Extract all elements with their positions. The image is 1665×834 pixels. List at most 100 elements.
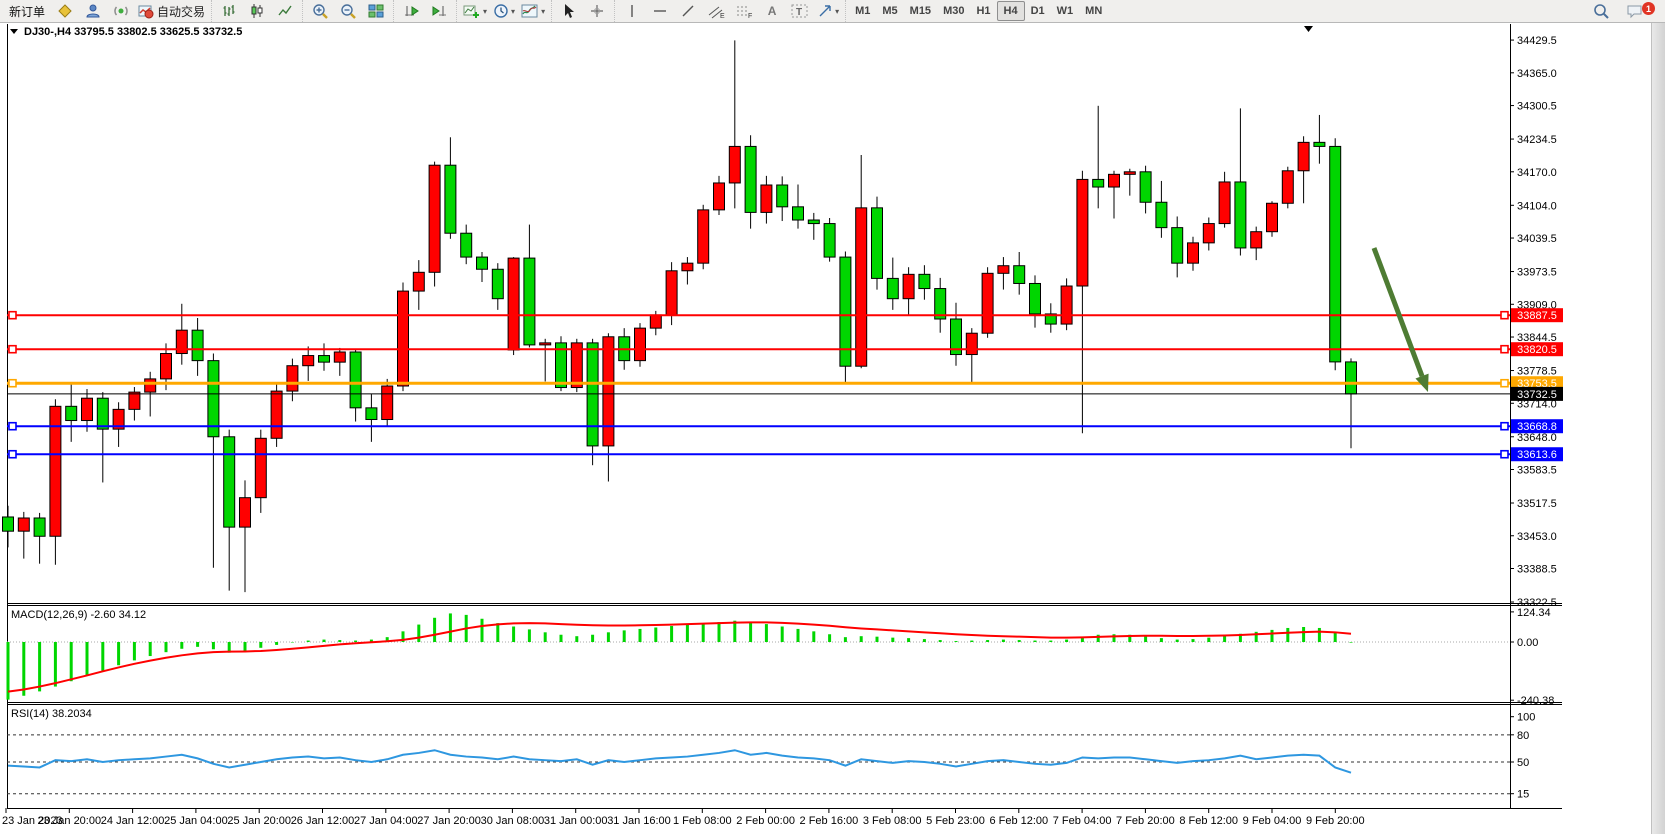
timeframe-M15[interactable]: M15 bbox=[909, 5, 932, 17]
search-icon bbox=[1593, 3, 1609, 19]
crosshair-icon bbox=[591, 5, 604, 17]
window-right-edge bbox=[1651, 22, 1665, 834]
cursor-group bbox=[551, 0, 614, 22]
market-watch-icon bbox=[57, 3, 73, 19]
chart-type-group bbox=[211, 0, 302, 22]
timeframe-M30[interactable]: M30 bbox=[943, 5, 965, 17]
candle bbox=[918, 265, 931, 300]
toolbar-right: 1 bbox=[1587, 0, 1655, 22]
auto-scroll-icon bbox=[404, 6, 419, 16]
text-button[interactable]: A bbox=[767, 4, 777, 18]
zoom-out-button[interactable] bbox=[334, 1, 362, 21]
arrows-tool-button[interactable]: ▾ bbox=[814, 1, 842, 21]
arrows-tool-icon bbox=[819, 5, 831, 17]
candlestick-icon bbox=[251, 4, 263, 18]
candle bbox=[1155, 180, 1168, 238]
trendline-button[interactable] bbox=[674, 1, 702, 21]
svg-text:DJ30-,H4 33795.5 33802.5 3362: DJ30-,H4 33795.5 33802.5 33625.5 33732.5 bbox=[24, 26, 242, 38]
market-watch-button[interactable] bbox=[51, 1, 79, 21]
candle bbox=[428, 161, 441, 287]
text-label-button[interactable]: T bbox=[786, 1, 814, 21]
chevron-down-icon: ▾ bbox=[541, 6, 546, 16]
timeframe-W1[interactable]: W1 bbox=[1056, 5, 1074, 17]
svg-text:33973.5: 33973.5 bbox=[1517, 267, 1557, 279]
chart-title: DJ30-,H4 33795.5 33802.5 33625.5 33732.5 bbox=[10, 26, 242, 38]
svg-text:33453.0: 33453.0 bbox=[1517, 531, 1557, 543]
timeframe-H4[interactable]: H4 bbox=[996, 1, 1025, 21]
tile-windows-button[interactable] bbox=[362, 1, 390, 21]
svg-text:-240.38: -240.38 bbox=[1517, 695, 1554, 707]
candle bbox=[713, 175, 725, 215]
candle bbox=[349, 348, 362, 422]
data-window-button[interactable] bbox=[79, 1, 107, 21]
navigator-button[interactable] bbox=[107, 1, 135, 21]
text-label-icon: T bbox=[791, 4, 808, 18]
horizontal-line-icon bbox=[654, 10, 667, 12]
chart-shift-button[interactable] bbox=[425, 1, 453, 21]
indicators-button[interactable]: ▾ bbox=[460, 1, 490, 21]
svg-text:33887.5: 33887.5 bbox=[1517, 310, 1557, 322]
svg-text:33583.5: 33583.5 bbox=[1517, 465, 1557, 477]
auto-trading-button[interactable]: 自动交易 bbox=[135, 1, 208, 21]
svg-text:33778.5: 33778.5 bbox=[1517, 366, 1557, 378]
symbol-dropdown-icon[interactable] bbox=[10, 29, 18, 34]
zoom-in-button[interactable] bbox=[306, 1, 334, 21]
svg-text:27 Jan 04:00: 27 Jan 04:00 bbox=[354, 815, 418, 827]
svg-text:33648.0: 33648.0 bbox=[1517, 432, 1557, 444]
auto-trading-icon bbox=[138, 3, 154, 19]
rsi-pane: RSI(14) 38.2034 100 80 50 15 bbox=[7, 708, 1535, 801]
svg-text:25 Jan 20:00: 25 Jan 20:00 bbox=[227, 815, 291, 827]
channel-button[interactable]: E bbox=[702, 1, 730, 21]
crosshair-button[interactable] bbox=[583, 1, 611, 21]
timeframe-D1[interactable]: D1 bbox=[1030, 5, 1045, 17]
candle bbox=[681, 257, 694, 285]
horizontal-line-button[interactable] bbox=[646, 1, 674, 21]
timeframe-M5[interactable]: M5 bbox=[882, 5, 898, 17]
candle bbox=[270, 383, 283, 447]
vertical-line-button[interactable] bbox=[618, 1, 646, 21]
object-marker-icon[interactable] bbox=[1304, 26, 1313, 32]
timeframe-MN[interactable]: MN bbox=[1085, 5, 1103, 17]
svg-text:33322.5: 33322.5 bbox=[1517, 597, 1557, 609]
timeframe-M1[interactable]: M1 bbox=[855, 5, 871, 17]
vertical-line-icon bbox=[631, 5, 633, 17]
candle bbox=[697, 204, 710, 270]
objects-group: E F A T ▾ bbox=[614, 0, 845, 22]
candle bbox=[207, 353, 220, 568]
chevron-down-icon: ▾ bbox=[835, 6, 840, 16]
candlestick-chart-button[interactable] bbox=[243, 1, 271, 21]
candle bbox=[934, 277, 947, 333]
person-icon bbox=[85, 3, 101, 19]
svg-text:7 Feb 20:00: 7 Feb 20:00 bbox=[1116, 815, 1175, 827]
auto-scroll-button[interactable] bbox=[397, 1, 425, 21]
svg-text:124.34: 124.34 bbox=[1517, 607, 1551, 619]
timeframe-H1[interactable]: H1 bbox=[976, 5, 991, 17]
svg-text:33517.5: 33517.5 bbox=[1517, 498, 1557, 510]
svg-text:7 Feb 04:00: 7 Feb 04:00 bbox=[1053, 815, 1112, 827]
svg-text:80: 80 bbox=[1517, 730, 1529, 742]
tile-windows-icon bbox=[368, 4, 384, 18]
notifications-button[interactable]: 1 bbox=[1621, 1, 1655, 21]
svg-text:31 Jan 00:00: 31 Jan 00:00 bbox=[544, 815, 608, 827]
candle bbox=[1202, 217, 1215, 251]
bar-chart-button[interactable] bbox=[215, 1, 243, 21]
candle bbox=[444, 137, 457, 239]
line-chart-button[interactable] bbox=[271, 1, 299, 21]
candle bbox=[1297, 136, 1310, 204]
candle bbox=[902, 267, 915, 315]
candle bbox=[760, 175, 773, 224]
cursor-icon bbox=[565, 4, 575, 18]
candle bbox=[602, 333, 615, 482]
trend-arrow-annotation[interactable] bbox=[1371, 247, 1429, 392]
new-order-button[interactable]: 新订单 bbox=[9, 4, 46, 19]
candle bbox=[49, 399, 62, 565]
svg-text:34429.5: 34429.5 bbox=[1517, 35, 1557, 47]
signal-icon bbox=[113, 3, 129, 19]
templates-button[interactable]: ▾ bbox=[518, 1, 548, 21]
cursor-button[interactable] bbox=[555, 1, 583, 21]
search-button[interactable] bbox=[1587, 1, 1615, 21]
fibonacci-button[interactable]: F bbox=[730, 1, 758, 21]
periods-button[interactable]: ▾ bbox=[490, 1, 518, 21]
